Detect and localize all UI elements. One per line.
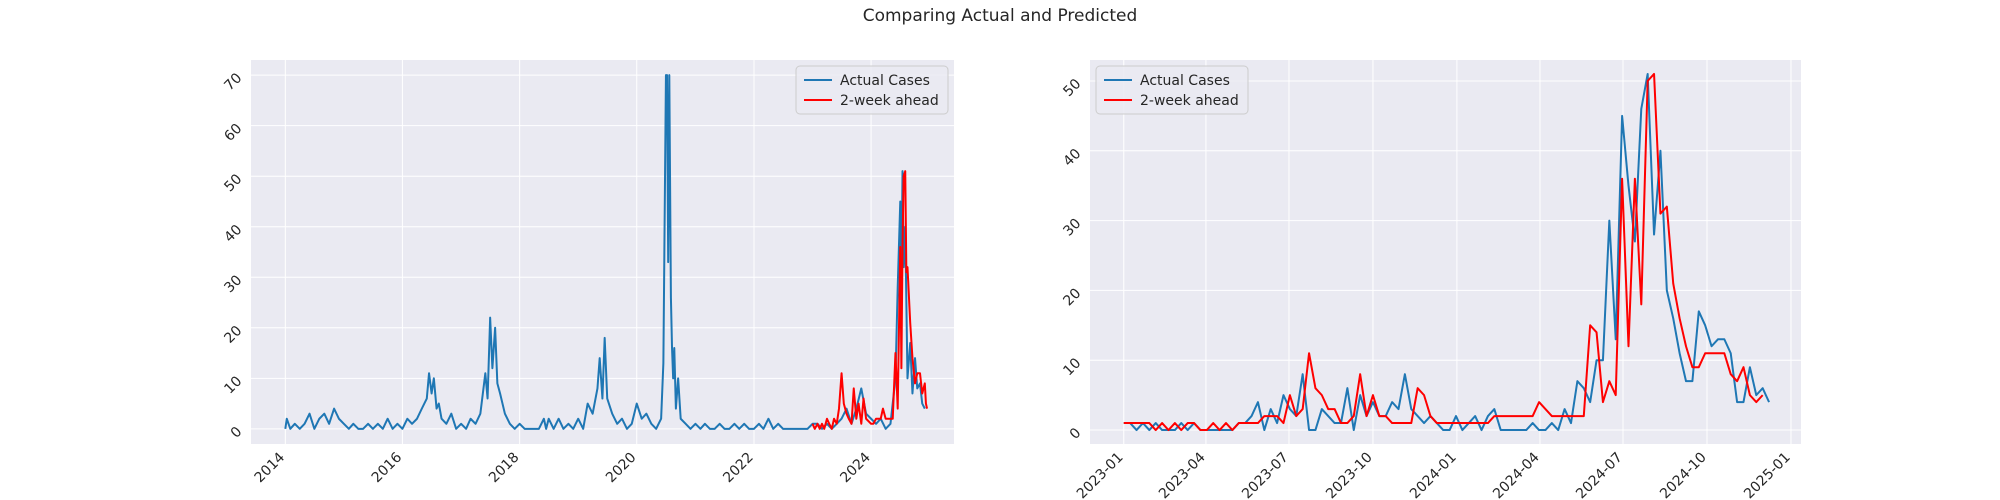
x-tick-label: 2020 <box>603 450 640 487</box>
x-tick-label: 2024-01 <box>1407 450 1460 500</box>
x-tick-label: 2024-04 <box>1490 449 1543 500</box>
grid <box>251 60 954 444</box>
plot-area <box>1090 60 1801 444</box>
y-tick-label: 20 <box>221 323 245 347</box>
chart-panel-1: 2014 2016 2018 2020 2022 2024 0 10 20 30 40 50 60 70 A… <box>221 60 954 486</box>
x-tick-label: 2025-01 <box>1741 450 1794 500</box>
y-tick-label: 30 <box>1060 216 1084 240</box>
x-tick-label: 2024 <box>837 449 874 486</box>
y-tick-label: 40 <box>221 222 245 246</box>
legend-label: 2-week ahead <box>840 93 939 109</box>
y-tick-label: 0 <box>1067 425 1085 443</box>
x-tick-label: 2014 <box>252 449 289 486</box>
x-tick-label: 2023-10 <box>1323 450 1376 500</box>
y-tick-label: 40 <box>1060 146 1084 170</box>
legend-label: 2-week ahead <box>1140 93 1239 109</box>
x-tick-label: 2023-04 <box>1156 449 1209 500</box>
grid <box>1090 60 1801 444</box>
y-tick-label: 10 <box>221 373 245 397</box>
series-line-predicted <box>1123 72 1764 432</box>
y-tick-label: 50 <box>1060 76 1084 100</box>
x-tick-label: 2024-10 <box>1657 450 1710 500</box>
legend-box <box>795 65 949 115</box>
chart-panel-2: 2023-01 2023-04 2023-07 2023-10 2024-01 2024-… <box>1060 60 1801 500</box>
x-tick-label: 2024-07 <box>1573 450 1626 500</box>
series-line-predicted <box>811 170 929 430</box>
legend-label: Actual Cases <box>840 73 930 89</box>
x-tick-label: 2016 <box>369 449 406 486</box>
x-tick-label: 2018 <box>486 450 523 487</box>
legend-label: Actual Cases <box>1140 73 1230 89</box>
x-tick-label: 2023-01 <box>1074 450 1127 500</box>
y-tick-label: 30 <box>221 272 245 296</box>
x-tick-label: 2022 <box>720 450 757 487</box>
y-tick-label: 10 <box>1060 355 1084 379</box>
y-tick-label: 0 <box>228 424 246 442</box>
y-tick-label: 50 <box>221 171 245 195</box>
y-tick-label: 70 <box>221 70 245 94</box>
legend-box <box>1095 65 1249 115</box>
figure-title: Comparing Actual and Predicted <box>862 6 1138 26</box>
legend: Actual Cases 2-week ahead <box>795 65 949 115</box>
legend: Actual Cases 2-week ahead <box>1095 65 1249 115</box>
series-line-actual <box>284 74 926 430</box>
y-tick-label: 60 <box>221 121 245 145</box>
x-tick-label: 2023-07 <box>1239 450 1292 500</box>
y-tick-label: 20 <box>1060 285 1084 309</box>
